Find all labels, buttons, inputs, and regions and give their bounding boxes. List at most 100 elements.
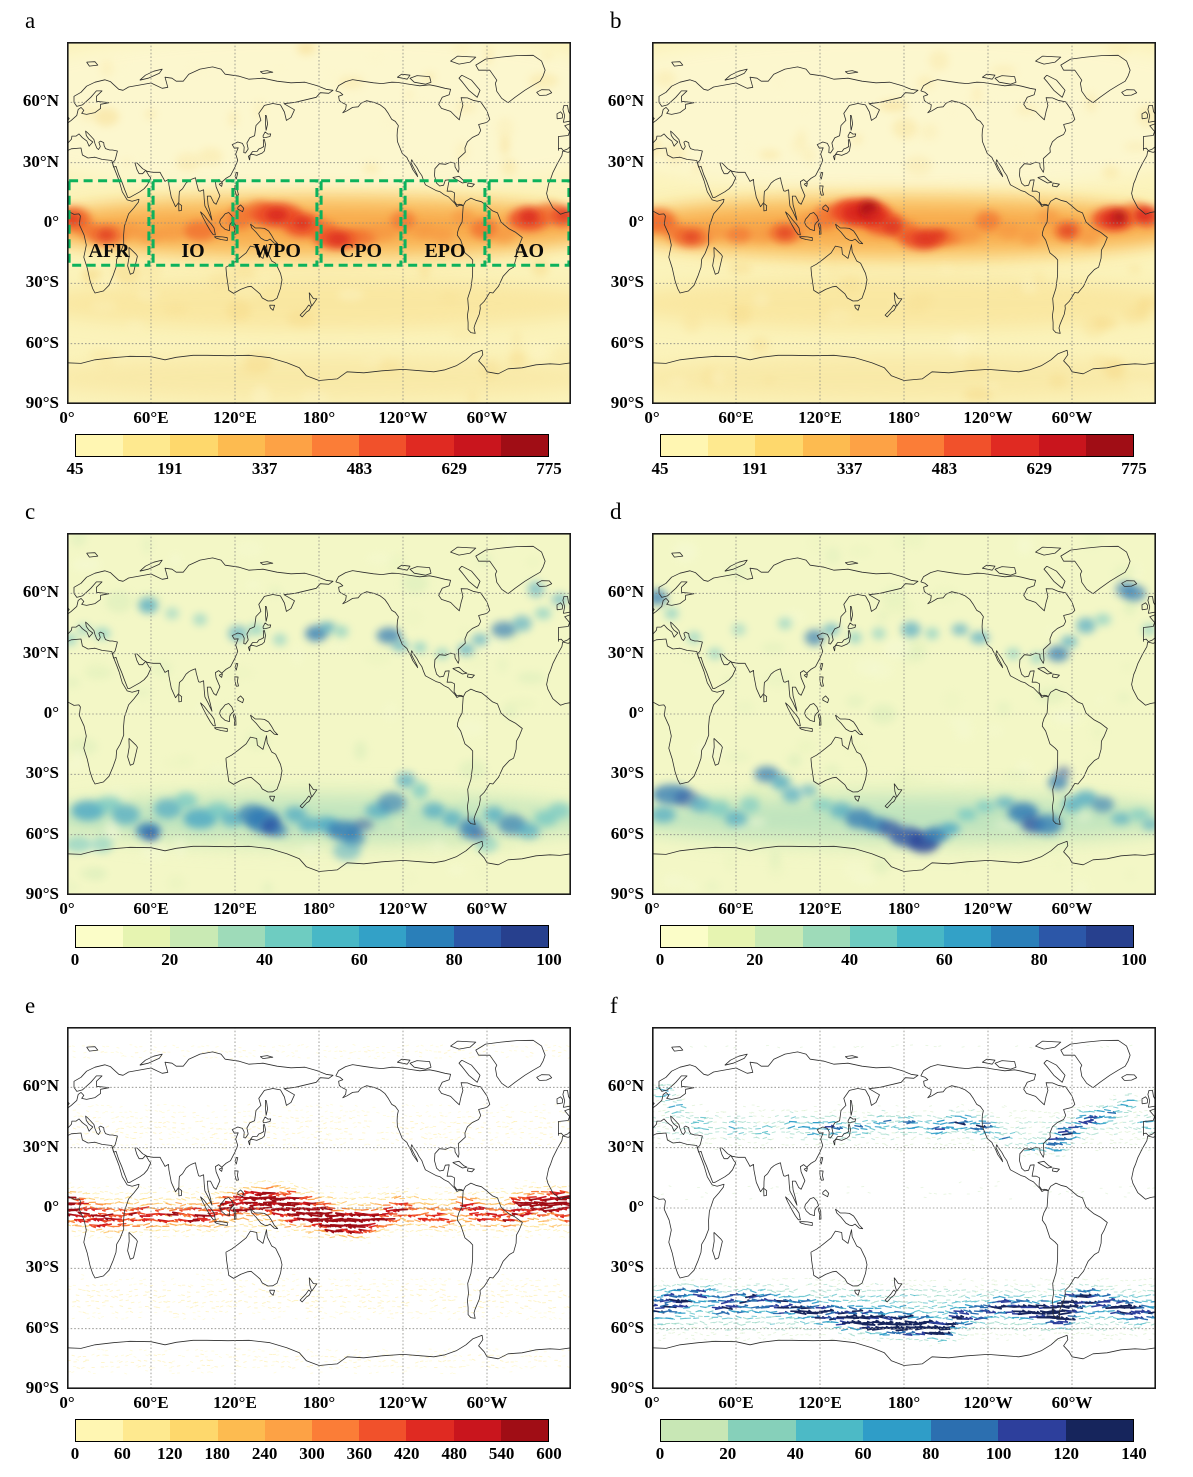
lon-tick: 120°E (798, 899, 842, 918)
colorbar-tick-label: 180 (204, 1444, 230, 1463)
colorbar-segment (359, 926, 407, 947)
coastline (335, 1064, 523, 1319)
coastline (546, 641, 571, 706)
coastline (139, 68, 163, 81)
coastline (652, 840, 1156, 872)
lat-tick: 90°S (25, 884, 59, 903)
lon-tick: 60°W (1051, 408, 1093, 427)
coastline (178, 202, 183, 212)
lat-tick: 60°S (25, 332, 59, 352)
colorbar-segment (359, 1420, 407, 1441)
coastline (1043, 565, 1066, 589)
coastline (763, 202, 768, 212)
coastline (1060, 54, 1131, 104)
coastline (785, 1196, 801, 1221)
coastline (785, 702, 801, 727)
colorbar-tick-label: 0 (70, 950, 80, 969)
colorbar-segment (897, 926, 945, 947)
colorbar-tick-label: 0 (70, 1444, 80, 1463)
map-frame (67, 42, 571, 404)
coastline (127, 247, 138, 275)
panel-letter: c (25, 499, 36, 524)
coastline (259, 561, 274, 565)
panel-letter: f (610, 993, 618, 1018)
coastline (67, 840, 571, 872)
coastline (819, 1170, 824, 1181)
colorbar-segment (802, 926, 850, 947)
map-frame (652, 1027, 1156, 1389)
coastline (893, 292, 903, 307)
lat-tick: 0° (43, 703, 59, 722)
colorbar-segment (123, 1420, 171, 1441)
colorbar-tick-label: 483 (931, 459, 958, 478)
colorbar-segment (76, 435, 124, 456)
coastline (269, 304, 275, 311)
coastline (920, 79, 1108, 334)
colorbar-segment (661, 435, 709, 456)
colorbar-segment (661, 1420, 729, 1441)
colorbar-segment (453, 926, 501, 947)
coastline (1043, 74, 1066, 98)
coastline (458, 1059, 481, 1083)
coastline (819, 1156, 824, 1165)
coastline (893, 1277, 903, 1292)
colorbar-d (660, 925, 1134, 948)
coastline (763, 693, 768, 703)
colorbar-segment (802, 435, 850, 456)
colorbar-segment (708, 435, 756, 456)
colorbar-segment (406, 926, 454, 947)
coastline (1147, 105, 1156, 123)
coastline (67, 66, 334, 221)
coastline (265, 606, 268, 622)
colorbar-segment (170, 435, 218, 456)
colorbar-tick-label: 0 (655, 1444, 665, 1463)
coastline (652, 115, 655, 122)
coastline (536, 1074, 553, 1081)
lat-tick: 0° (628, 1197, 644, 1216)
lon-tick: 60°W (466, 408, 508, 427)
coastline (259, 70, 274, 74)
coastline (237, 1189, 245, 1198)
colorbar-tick-label: 45 (651, 459, 669, 478)
coastline (219, 1197, 234, 1216)
lat-tick: 30°S (610, 272, 644, 292)
lon-tick: 120°E (798, 408, 842, 427)
coastline (200, 1196, 216, 1221)
coastline (1121, 89, 1138, 96)
coastline (847, 1116, 857, 1124)
colorbar-segment (312, 926, 360, 947)
colorbar-tick-label: 300 (299, 1444, 325, 1463)
coastline (475, 1039, 546, 1089)
colorbar-tick-label: 140 (1121, 1444, 1147, 1463)
coastline (1052, 673, 1060, 679)
coastline (1037, 175, 1053, 184)
coastline (884, 304, 897, 318)
coastline (452, 666, 468, 675)
lon-tick: 120°W (378, 1393, 428, 1412)
coastline (397, 73, 411, 80)
colorbar-segment (453, 1420, 501, 1441)
lat-tick: 90°S (610, 1378, 644, 1397)
coastline (893, 783, 903, 798)
coastline (652, 1051, 919, 1206)
coastline (67, 1100, 70, 1107)
coastline (67, 557, 334, 712)
coastline (884, 1289, 897, 1303)
coastline (248, 139, 266, 161)
coastline (712, 247, 723, 275)
coastline (810, 1229, 868, 1287)
colorbar-tick-label: 60 (854, 1444, 872, 1463)
colorbar-tick-label: 191 (157, 459, 183, 478)
coastline (920, 1064, 1108, 1319)
coastline (671, 552, 684, 558)
region-label: WPO (253, 240, 301, 262)
coastline (308, 292, 318, 307)
lat-tick: 30°N (607, 1136, 644, 1156)
region-box-WPO (235, 179, 319, 267)
colorbar-segment (217, 435, 265, 456)
coastline (844, 1055, 859, 1059)
region-box-CPO (319, 179, 403, 267)
colorbar-tick-label: 20 (719, 1444, 737, 1463)
